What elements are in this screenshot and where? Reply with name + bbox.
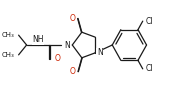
Text: Cl: Cl <box>146 17 153 26</box>
Text: N: N <box>97 48 103 57</box>
Text: O: O <box>69 67 75 76</box>
Text: O: O <box>54 54 60 63</box>
Text: Cl: Cl <box>146 64 153 73</box>
Text: N: N <box>65 40 70 50</box>
Text: CH₃: CH₃ <box>2 32 15 38</box>
Text: CH₃: CH₃ <box>2 52 15 58</box>
Text: NH: NH <box>32 35 44 44</box>
Text: O: O <box>69 14 75 23</box>
